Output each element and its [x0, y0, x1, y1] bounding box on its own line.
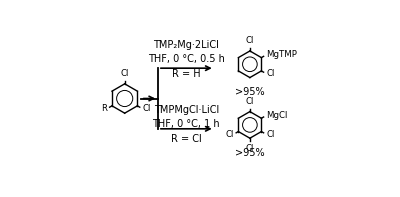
Text: Cl: Cl: [225, 130, 234, 139]
Text: THF, 0 °C, 0.5 h: THF, 0 °C, 0.5 h: [148, 54, 225, 64]
Text: TMP₂Mg·2LiCl: TMP₂Mg·2LiCl: [153, 40, 219, 50]
Text: Cl: Cl: [266, 69, 274, 78]
Text: >95%: >95%: [235, 148, 265, 158]
Text: R: R: [101, 104, 107, 113]
Text: Cl: Cl: [246, 36, 254, 46]
Text: Cl: Cl: [266, 130, 274, 139]
Text: MgCl: MgCl: [266, 111, 288, 120]
Text: Cl: Cl: [246, 97, 254, 106]
Text: MgTMP: MgTMP: [266, 50, 297, 59]
Text: Cl: Cl: [120, 69, 129, 78]
Text: Cl: Cl: [246, 144, 254, 153]
Text: TMPMgCl·LiCl: TMPMgCl·LiCl: [154, 105, 219, 115]
Text: R = H: R = H: [172, 69, 201, 79]
Text: >95%: >95%: [235, 87, 265, 97]
Text: THF, 0 °C, 1 h: THF, 0 °C, 1 h: [152, 119, 220, 129]
Text: Cl: Cl: [142, 104, 151, 113]
Text: R = Cl: R = Cl: [171, 134, 202, 144]
